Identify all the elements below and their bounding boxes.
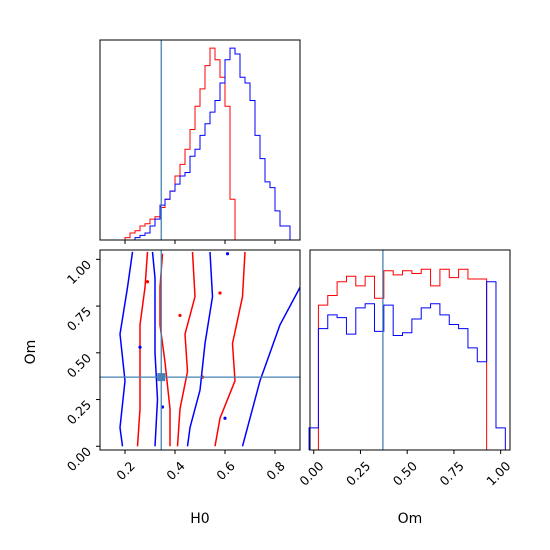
contour-line-series-2-1	[119, 251, 134, 447]
contour-y-axis-title: Om	[23, 340, 39, 365]
contour-line-series-1-2	[159, 253, 171, 447]
h0-marginal-panel	[99, 39, 301, 244]
contour-line-series-1-3	[176, 251, 196, 447]
om-marginal-x-tick-label: 0.25	[343, 458, 373, 488]
contour-line-series-2-4	[241, 287, 301, 447]
contour-x-tick-label: 0.8	[263, 458, 288, 483]
contour-island-series-2	[138, 345, 142, 349]
contour-island-series-1	[218, 291, 222, 295]
contour-island-series-1	[178, 313, 182, 318]
om-marginal-x-tick-label: 0.50	[390, 458, 420, 488]
contour-line-series-1-4	[214, 251, 246, 447]
contour-island-series-2	[223, 416, 227, 420]
contour-frame	[99, 249, 301, 451]
contour-line-series-2-3	[186, 251, 214, 447]
contour-y-tick-label: 1.00	[64, 257, 94, 287]
om-marginal-x-tick-label: 1.00	[483, 458, 513, 488]
contour-x-tick-label: 0.4	[163, 458, 188, 483]
contour-line-series-2-2	[151, 251, 159, 447]
om-marginal-panel: 0.00 0.25 0.50 0.75 1.00	[296, 249, 514, 489]
om-marginal-x-axis-title: Om	[398, 511, 423, 527]
contour-island-series-2	[225, 252, 230, 256]
contour-x-tick-label: 0.6	[213, 458, 238, 483]
om-marginal-frame	[309, 249, 511, 451]
om-hist-series-2	[308, 281, 506, 450]
contour-line-series-1-1	[136, 251, 149, 447]
contour-y-tick-label: 0.25	[64, 397, 94, 427]
om-marginal-x-tick-label: 0.00	[296, 458, 326, 488]
om-hist-series-1	[309, 268, 496, 451]
contour-island-series-1	[145, 280, 150, 284]
contour-truth-marker	[157, 373, 166, 382]
h0-om-contour-panel: 0.2 0.4 0.6 0.8 0.00 0.25 0.50 0.75 1.00	[64, 249, 301, 483]
h0-marginal-frame	[99, 39, 301, 241]
contour-y-tick-label: 0.50	[64, 350, 94, 380]
contour-y-tick-label: 0.75	[64, 304, 94, 334]
om-marginal-x-tick-label: 0.75	[437, 458, 467, 488]
h0-hist-series-2	[100, 47, 300, 241]
contour-y-tick-label: 0.00	[64, 444, 94, 474]
contour-x-axis-title: H0	[190, 511, 209, 527]
contour-x-tick-label: 0.2	[113, 458, 138, 483]
